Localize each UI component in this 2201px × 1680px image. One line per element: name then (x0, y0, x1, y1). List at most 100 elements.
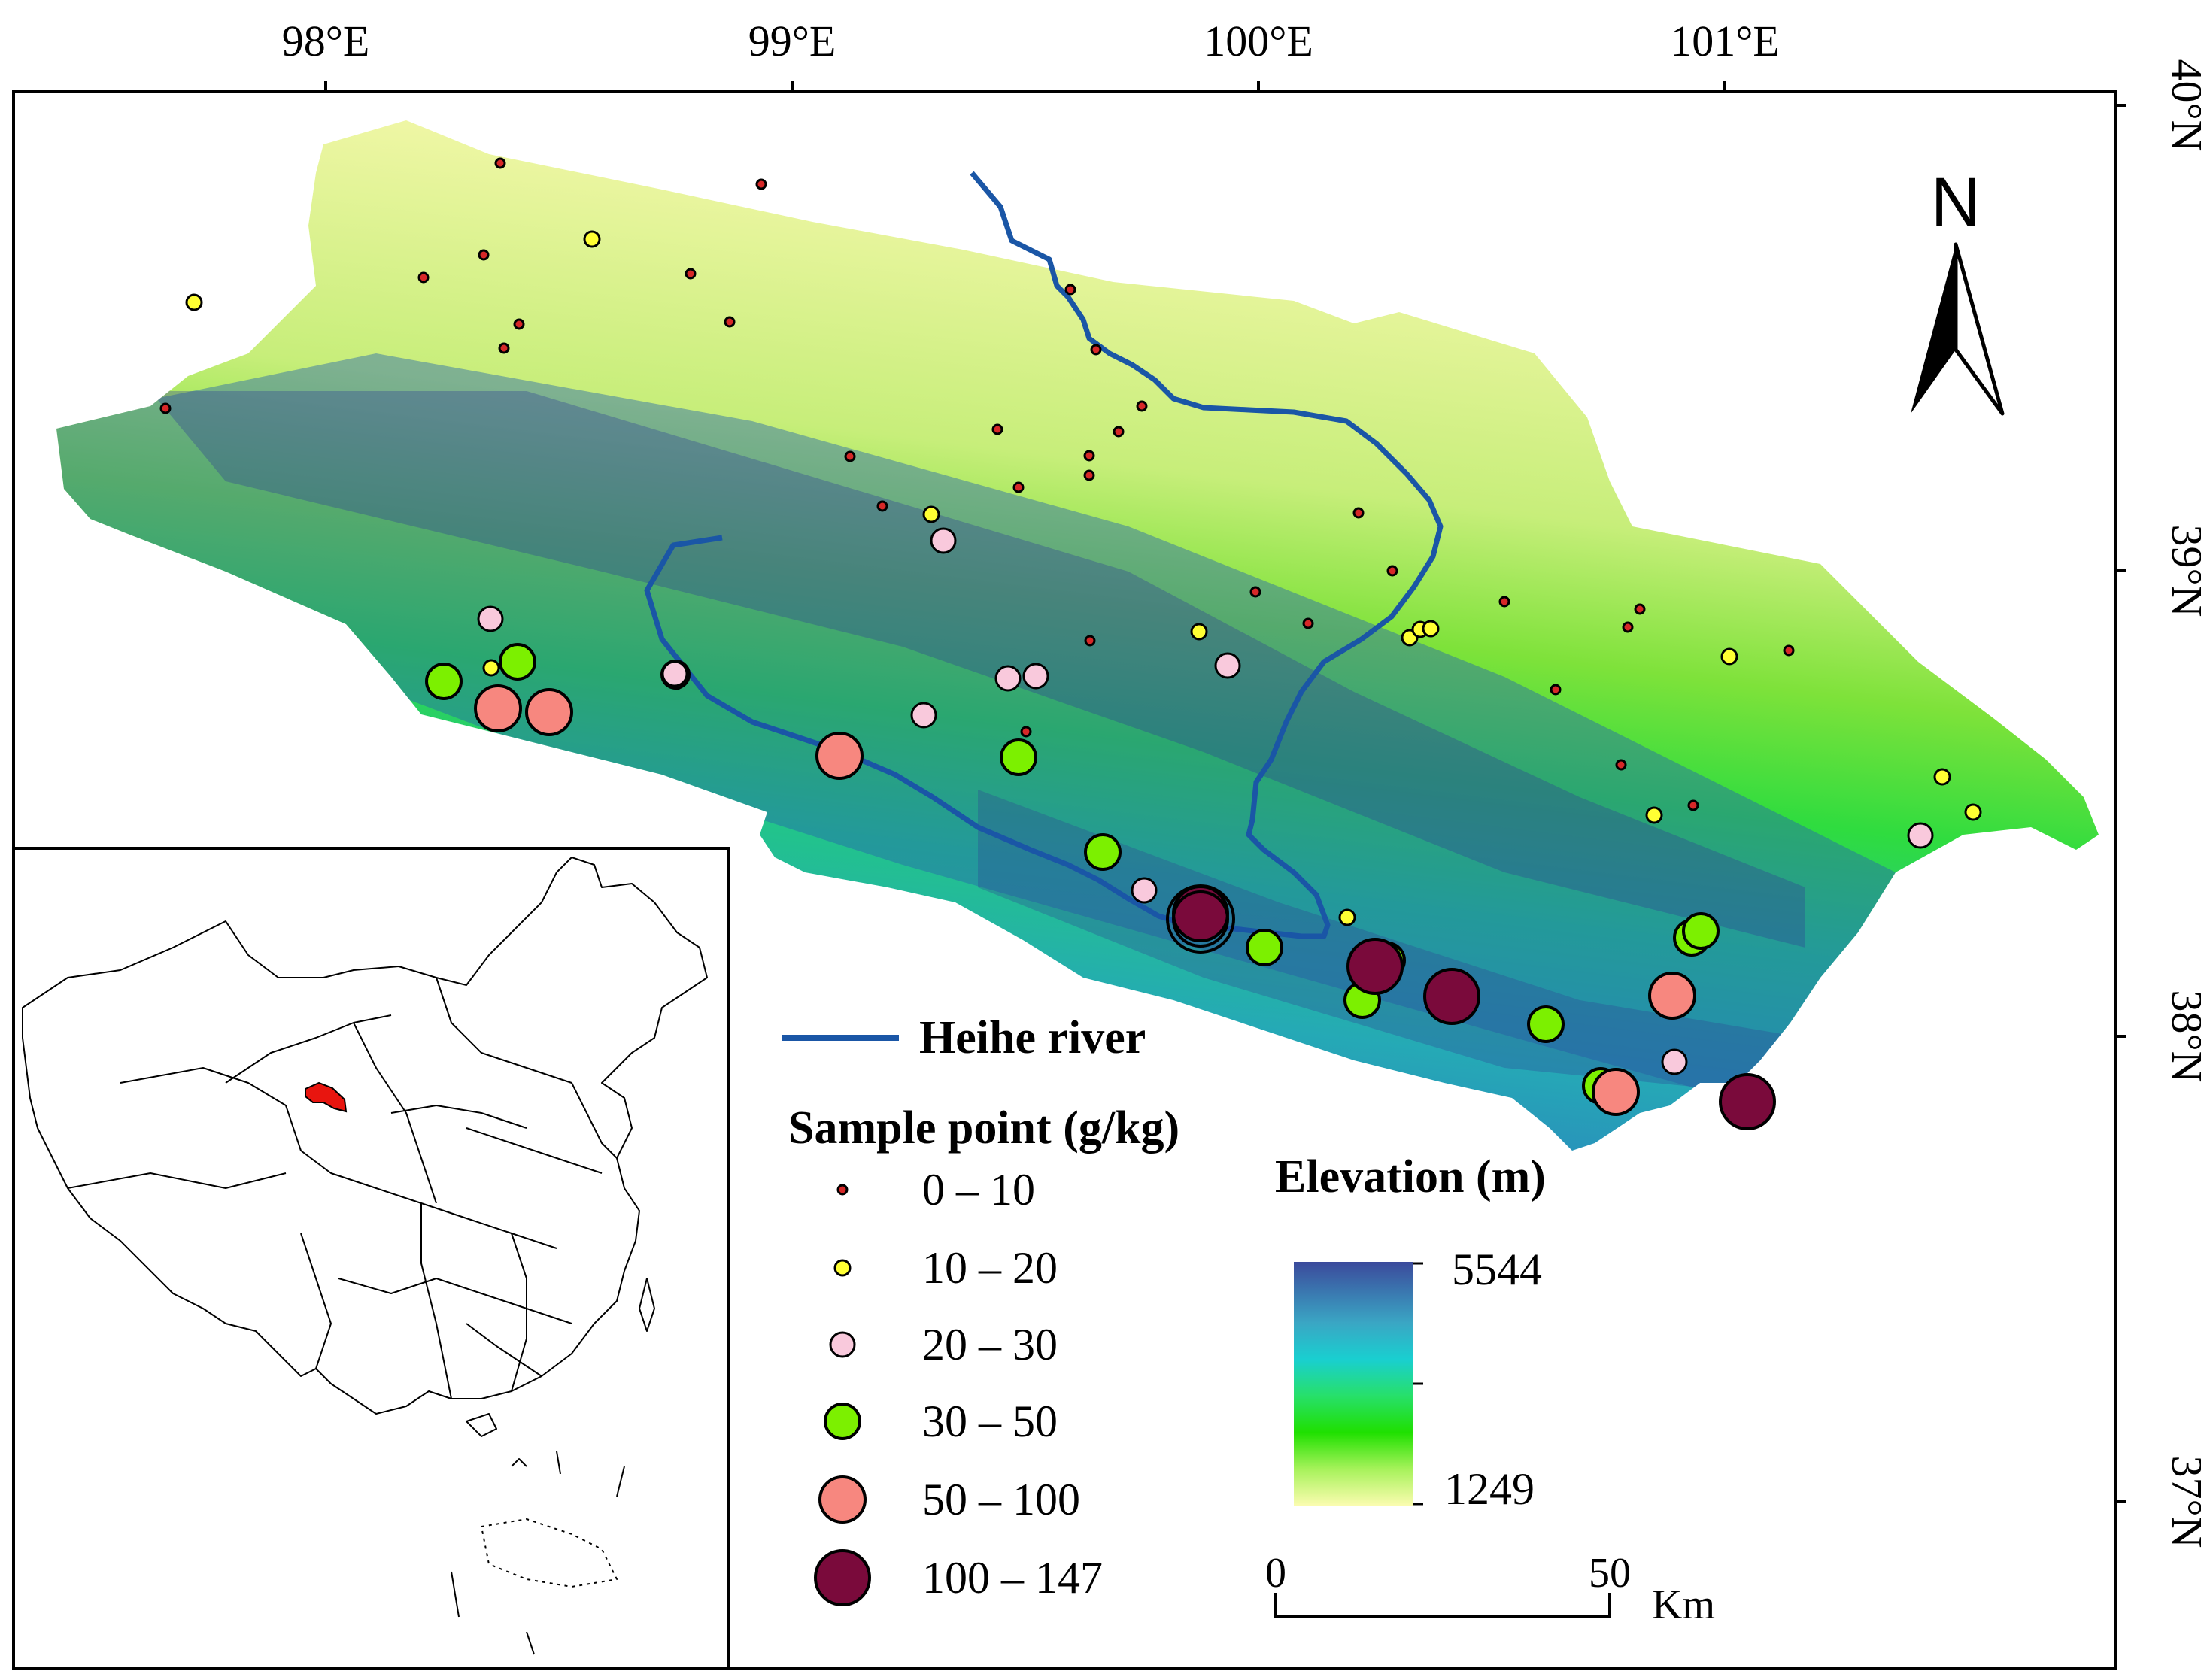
sample-point (477, 605, 504, 632)
sample-point (991, 423, 1003, 435)
elevation-max-label: 5544 (1452, 1245, 1542, 1294)
sample-point (1719, 1073, 1776, 1130)
lat-tick-40: 40°N (2163, 59, 2201, 151)
basin-area (56, 120, 2099, 1151)
sample-legend-swatch (814, 1549, 871, 1606)
sample-point (417, 271, 430, 284)
river-legend: Heihe river (782, 1012, 1146, 1063)
sample-legend-label: 50 – 100 (922, 1475, 1080, 1524)
sample-point (994, 665, 1022, 692)
lon-tick-100: 100°E (1204, 17, 1313, 65)
sample-point (1386, 565, 1398, 577)
sample-point (1113, 426, 1125, 438)
sample-point (1622, 621, 1634, 633)
sample-point (1083, 450, 1095, 462)
north-arrow-right (1954, 242, 2005, 416)
river-legend-label: Heihe river (919, 1012, 1146, 1063)
sample-legend-swatch (829, 1331, 856, 1358)
sample-point (1645, 806, 1663, 824)
lat-tick-38: 38°N (2163, 990, 2201, 1082)
sample-point (1964, 803, 1982, 821)
scale-end-label: 50 (1589, 1550, 1631, 1597)
sample-point (910, 702, 937, 729)
sample-point (755, 178, 767, 190)
lon-tick-98: 98°E (282, 17, 370, 65)
north-arrow-left (1911, 244, 1956, 414)
sample-point-ring (1166, 884, 1235, 954)
sample-point (1346, 938, 1404, 995)
sample-legend-item-1: 10 – 20 (833, 1243, 1058, 1293)
sample-legend-label: 10 – 20 (922, 1243, 1058, 1293)
sample-point (1090, 344, 1102, 356)
sample-point-ring (1172, 890, 1229, 948)
sample-point (1249, 586, 1261, 598)
sample-point (1012, 481, 1025, 493)
sample-point (1064, 284, 1076, 296)
sample-point (1423, 968, 1480, 1025)
scale-start-label: 0 (1265, 1550, 1286, 1597)
sample-point (685, 268, 697, 280)
sample-points (159, 157, 1982, 1130)
scale-unit-label: Km (1652, 1581, 1715, 1628)
sample-point (1022, 663, 1049, 690)
terrain-layer (56, 120, 2099, 1151)
heihe-river (644, 171, 1444, 939)
sample-point (1302, 617, 1314, 629)
sample-point (1682, 912, 1720, 950)
sample-point (724, 316, 736, 328)
lon-tick-101: 101°E (1670, 17, 1780, 65)
lat-tick-37: 37°N (2163, 1455, 2201, 1548)
sample-legend-label: 20 – 30 (922, 1320, 1058, 1369)
sample-point (425, 663, 463, 700)
sample-point (1615, 759, 1627, 771)
sample-legend-item-3: 30 – 50 (824, 1396, 1058, 1446)
sample-point (1527, 1005, 1565, 1043)
sample-legend-item-5: 100 – 147 (814, 1549, 1103, 1606)
latitude-axis: 40°N 39°N 38°N 37°N (2115, 59, 2201, 1548)
sample-point (1131, 877, 1158, 904)
sample-legend-label: 100 – 147 (922, 1553, 1103, 1603)
inset-map (12, 847, 730, 1670)
sample-point (482, 659, 500, 677)
sample-legend-item-2: 20 – 30 (829, 1320, 1058, 1369)
sample-point (1783, 644, 1795, 657)
sample-point (1687, 799, 1699, 811)
sample-point (1000, 738, 1037, 776)
sample-point (1172, 885, 1229, 942)
sample-legend-swatch (824, 1403, 861, 1440)
lon-tick-99: 99°E (748, 17, 836, 65)
sample-point (1933, 768, 1951, 786)
sample-point (1214, 652, 1241, 679)
sample-point (494, 157, 506, 169)
sample-legend-item-4: 50 – 100 (818, 1475, 1080, 1524)
sample-point (478, 249, 490, 261)
river-line (644, 171, 1444, 939)
sample-point (815, 732, 864, 780)
elevation-ramp (1294, 1262, 1413, 1506)
sample-point (876, 500, 888, 512)
study-area-highlight (305, 1081, 348, 1113)
sample-point (1720, 647, 1738, 666)
scale-bar: 0 50 Km (1265, 1550, 1715, 1628)
sample-point (1352, 507, 1365, 519)
sample-point (1592, 1068, 1640, 1116)
sample-point (1907, 822, 1934, 849)
sample-point (844, 450, 856, 462)
china-outline (22, 857, 708, 1655)
sample-legend-item-0: 0 – 10 (836, 1165, 1035, 1215)
sample-point (159, 402, 172, 414)
sample-point (1634, 603, 1646, 615)
longitude-axis: 98°E 99°E 100°E 101°E (282, 17, 1780, 92)
lat-tick-39: 39°N (2163, 524, 2201, 617)
sample-legend-swatch (836, 1184, 849, 1196)
sample-point (525, 688, 573, 736)
sample-point (1136, 400, 1148, 412)
scale-line (1274, 1593, 1611, 1618)
sample-point-ring (660, 660, 691, 690)
elevation-legend: Elevation (m) 5544 1249 (1275, 1151, 1546, 1514)
sample-point (1648, 972, 1696, 1020)
sample-point (498, 342, 510, 354)
sample-point (922, 505, 940, 523)
sample-point (1498, 596, 1510, 608)
